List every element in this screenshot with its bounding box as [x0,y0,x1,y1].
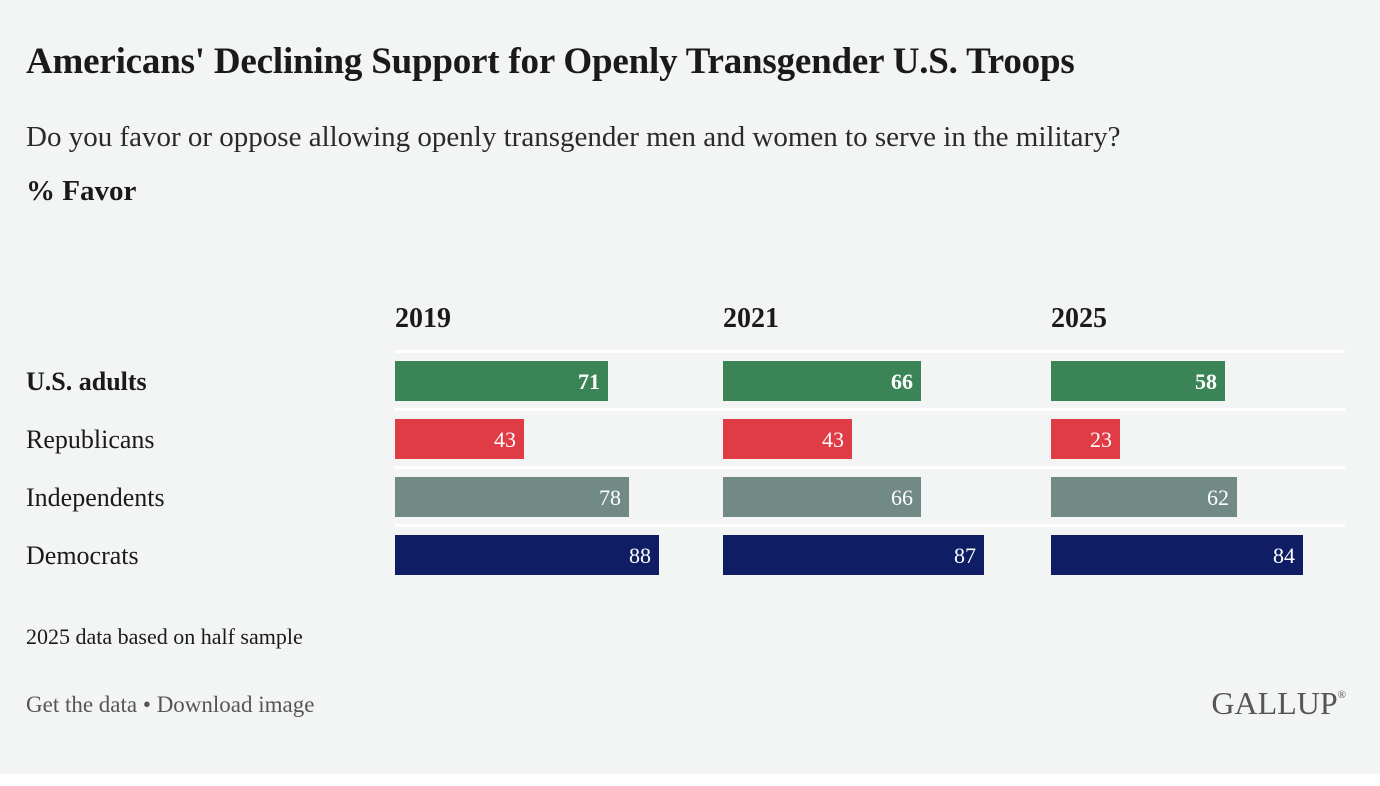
bar-2019-republicans [395,419,524,459]
panel-header-2025: 2025 [1051,303,1107,334]
row-label-independents: Independents [26,483,165,512]
bar-2025-u-s-adults [1051,361,1225,401]
footer-links: Get the data • Download image [26,692,314,718]
footnote: 2025 data based on half sample [26,624,303,649]
logo-registered-mark: ® [1337,689,1346,701]
row-label-u-s-adults: U.S. adults [26,367,147,396]
value-label-2025-independents: 62 [1207,485,1229,510]
bar-2021-independents [723,477,921,517]
chart-title: Americans' Declining Support for Openly … [26,41,1075,82]
row-label-democrats: Democrats [26,541,139,570]
bar-2025-democrats [1051,535,1303,575]
value-label-2019-democrats: 88 [629,543,651,568]
value-label-2021-republicans: 43 [822,427,844,452]
logo-text: GALLUP [1211,685,1338,721]
panel-header-2021: 2021 [723,303,779,334]
row-label-republicans: Republicans [26,425,155,454]
value-label-2021-democrats: 87 [954,543,976,568]
bar-2021-democrats [723,535,984,575]
value-label-2021-independents: 66 [891,485,913,510]
row-separator-4 [395,524,1345,527]
row-separator-3 [395,466,1345,469]
bar-2021-republicans [723,419,852,459]
value-label-2019-independents: 78 [599,485,621,510]
row-separator-1 [395,350,1345,353]
bar-2019-u-s-adults [395,361,608,401]
download-image-link[interactable]: Download image [156,692,315,717]
value-label-2019-u-s-adults: 71 [578,369,600,394]
bar-2019-democrats [395,535,659,575]
chart-subtitle: Do you favor or oppose allowing openly t… [26,121,1121,153]
bar-2025-republicans [1051,419,1120,459]
link-separator: • [142,692,151,717]
value-label-2019-republicans: 43 [494,427,516,452]
bar-2021-u-s-adults [723,361,921,401]
value-label-2021-u-s-adults: 66 [891,369,913,394]
bar-2025-independents [1051,477,1237,517]
row-separator-2 [395,408,1345,411]
panel-header-2019: 2019 [395,303,451,334]
bar-chart: 2019 2021 2025 U.S. adults Republicans Indepe… [26,303,1345,575]
unit-label: % Favor [26,175,137,207]
value-label-2025-u-s-adults: 58 [1195,369,1217,394]
value-label-2025-democrats: 84 [1273,543,1295,568]
value-label-2025-republicans: 23 [1090,427,1112,452]
bar-2019-independents [395,477,629,517]
get-data-link[interactable]: Get the data [26,692,138,717]
gallup-logo: GALLUP® [1211,685,1346,722]
